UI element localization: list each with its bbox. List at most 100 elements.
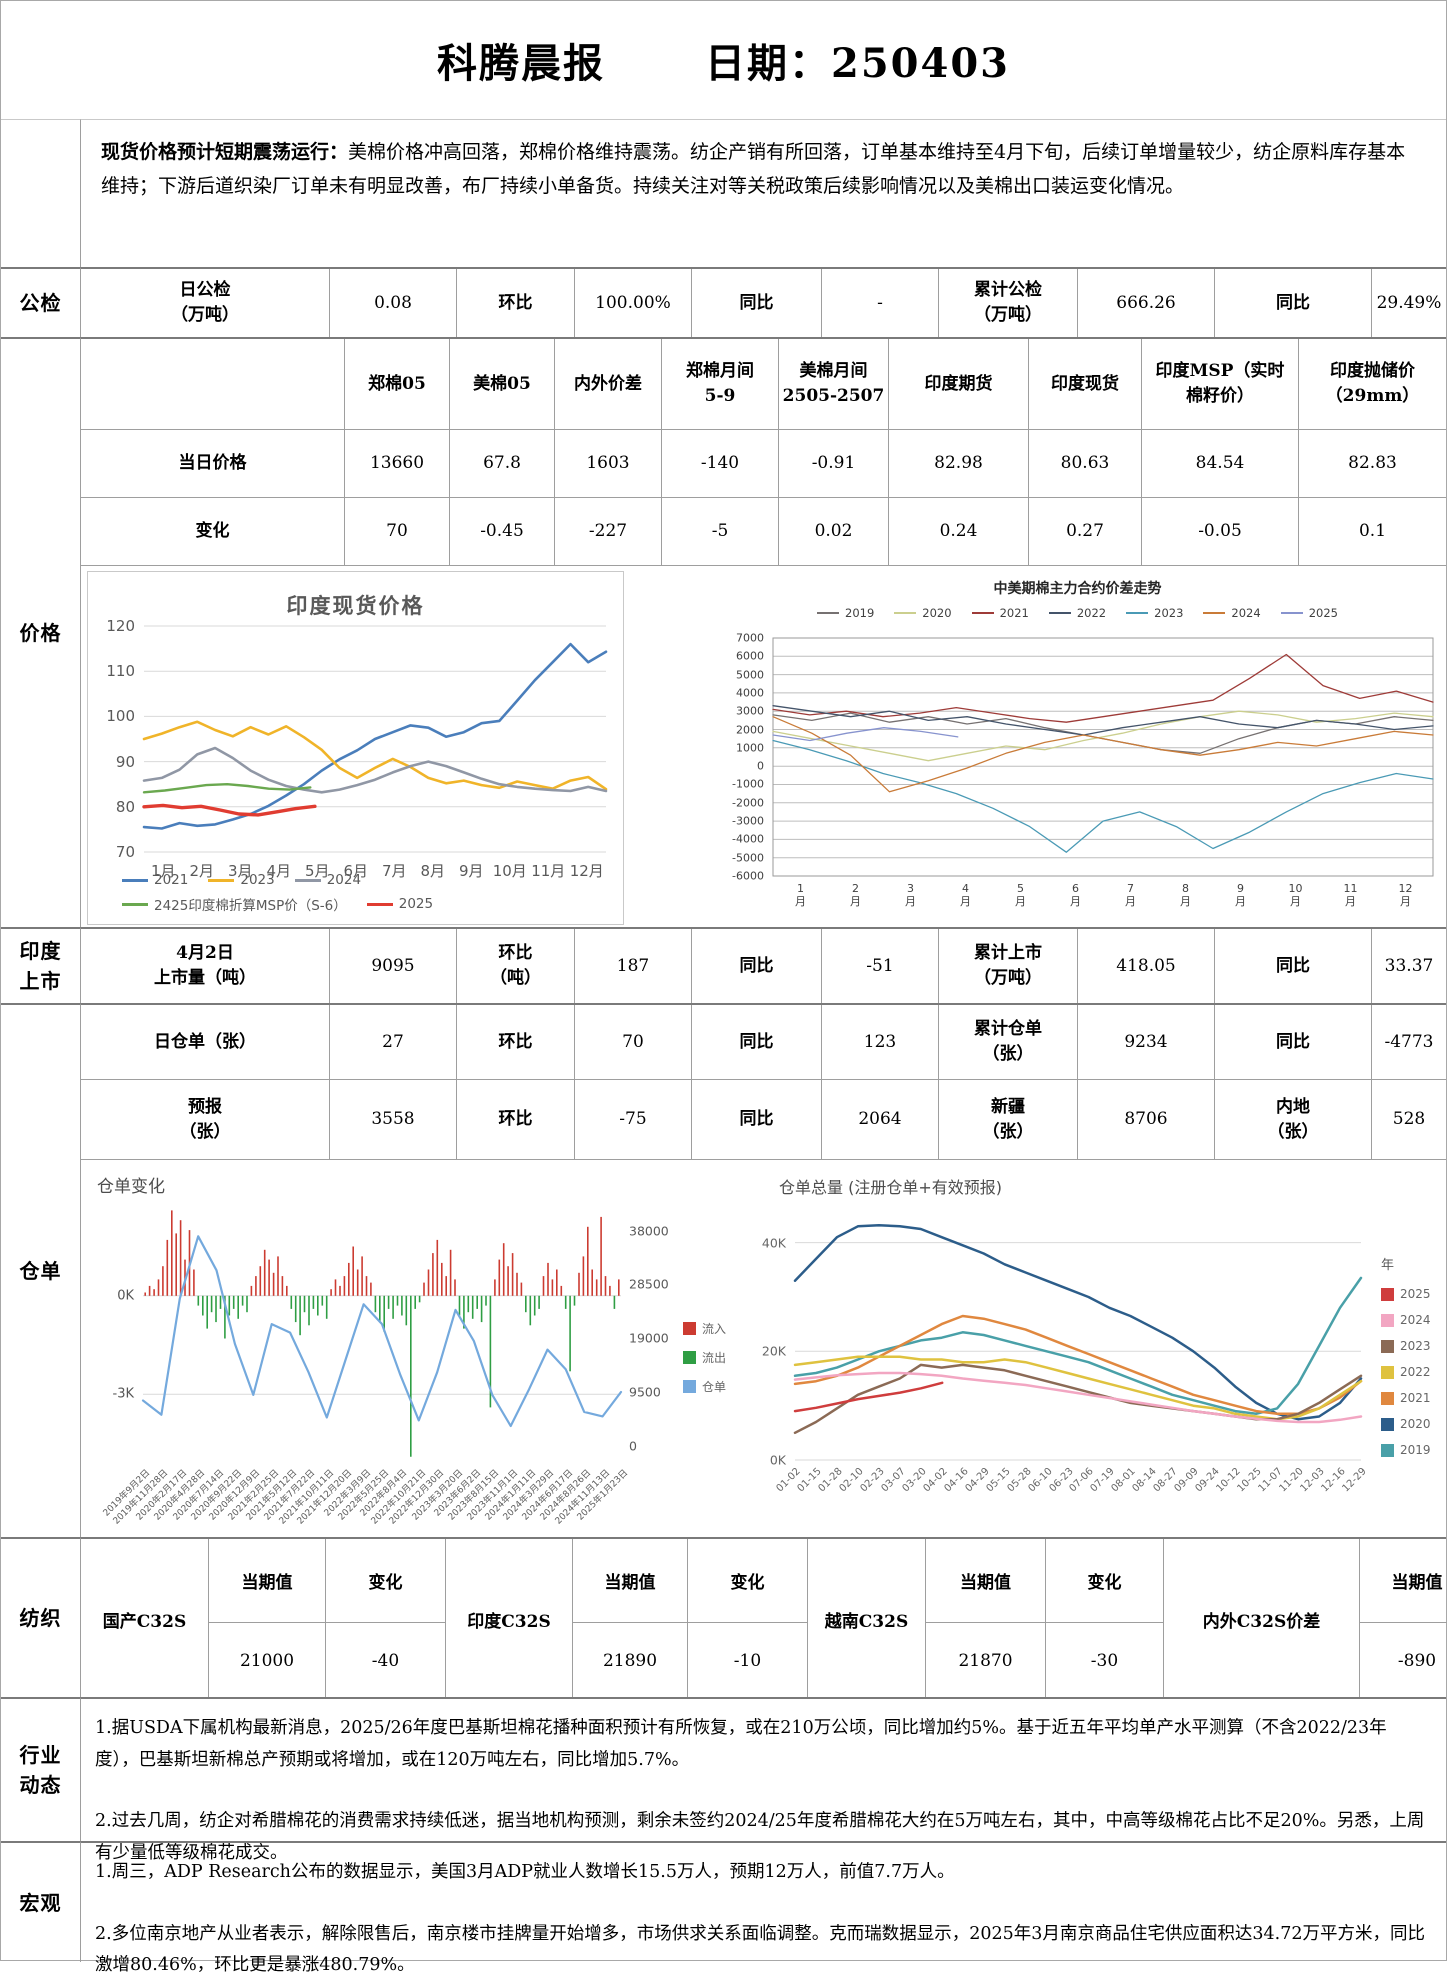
cell: -5 [661, 498, 778, 565]
warrant-row-1: 日仓单（张） 27 环比 70 同比 123 累计仓单 （张） 9234 同比 … [81, 1003, 1446, 1079]
price-change-row: 变化 70 -0.45 -227 -5 0.02 0.24 0.27 -0.05… [81, 497, 1446, 565]
legend-item: 2023 [1126, 606, 1183, 620]
legend-label: 2022 [1400, 1365, 1431, 1379]
cell: 187 [574, 929, 691, 1003]
cell: 0.27 [1028, 498, 1141, 565]
textile-header: 当期值 [208, 1539, 325, 1623]
cell: -4773 [1371, 1005, 1446, 1079]
warrant-charts-band: 仓单变化 0K -3K 38000 28500 19000 9500 0 2019年9月2日 2… [81, 1159, 1446, 1537]
legend-item: 2020 [894, 606, 952, 620]
cell: 70 [574, 1005, 691, 1079]
x-axis-label: 8月 [420, 862, 446, 880]
cell: 预报 （张） [179, 1096, 231, 1142]
chart-title: 仓单变化 [97, 1177, 165, 1197]
cell: 82.83 [1298, 430, 1446, 497]
cell: 印度MSP（实时 棉籽价） [1141, 339, 1298, 429]
legend-label: 2023 [1400, 1339, 1431, 1353]
axis-tick: 100 [106, 707, 135, 726]
legend-item: 2019 [1381, 1443, 1431, 1457]
legend-swatch [366, 902, 393, 906]
cell: 郑棉05 [344, 339, 449, 429]
cell: 100.00% [574, 269, 691, 337]
cell: 内外价差 [554, 339, 661, 429]
legend-item: 2025 [366, 896, 433, 912]
textile-value: 21000 [208, 1623, 325, 1699]
axis-tick: -5000 [732, 851, 764, 865]
section-label-industry: 行业 动态 [1, 1697, 81, 1841]
cell: 累计公检 （万吨） [938, 269, 1077, 337]
cell: 80.63 [1028, 430, 1141, 497]
section-label-macro: 宏观 [1, 1841, 81, 1962]
report-title: 科腾晨报 [437, 40, 605, 87]
report-date: 日期：250403 [705, 40, 1010, 87]
cell: 同比 [1214, 1005, 1371, 1079]
chart-legend: 2021 2023 2024 2425印度棉折算MSP价（S-6） 2025 [122, 872, 600, 914]
axis-tick: 0 [629, 1438, 637, 1454]
cell: 印度期货 [888, 339, 1028, 429]
axis-tick: -2000 [732, 796, 764, 810]
x-axis-label: 10月 [492, 862, 527, 880]
cell [81, 339, 344, 429]
industry-news: 1.据USDA下属机构最新消息，2025/26年度巴基斯坦棉花播种面积预计有所恢… [81, 1697, 1446, 1863]
legend-swatch [1203, 612, 1226, 614]
cell: 同比 [691, 269, 821, 337]
cell: 84.54 [1141, 430, 1298, 497]
x-axis-label: 5月 [304, 862, 330, 880]
cell: 2064 [821, 1080, 938, 1159]
chart-title: 中美期棉主力合约价差走势 [993, 581, 1162, 597]
x-axis-label: 3月 [227, 862, 253, 880]
cell: 13660 [344, 430, 449, 497]
cell: 67.8 [449, 430, 554, 497]
cell: -140 [661, 430, 778, 497]
legend-item: 2021 [1381, 1391, 1431, 1405]
legend-item: 2025 [1280, 606, 1338, 620]
legend-label: 2023 [1154, 606, 1184, 620]
warrant-total-plot [793, 1223, 1363, 1461]
cell: 内地 （张） [1214, 1080, 1371, 1159]
x-axis-label: 4月 [266, 862, 292, 880]
cell: 8706 [1077, 1080, 1214, 1159]
x-axis-label: 11月 [531, 862, 566, 880]
section-label-price: 价格 [1, 337, 81, 927]
summary-paragraph: 现货价格预计短期震荡运行：美棉价格冲高回落，郑棉价格维持震荡。纺企产销有所回落，… [81, 119, 1446, 267]
legend-label: 2020 [922, 606, 952, 620]
axis-tick: 110 [106, 662, 135, 681]
cell: 29.49% [1371, 269, 1446, 337]
legend-label: 2020 [1400, 1417, 1431, 1431]
legend-swatch [894, 612, 917, 614]
cell: 0.24 [888, 498, 1028, 565]
legend-swatch [971, 612, 994, 614]
textile-value: 21890 [572, 1623, 687, 1699]
legend-label: 仓单 [702, 1380, 727, 1394]
legend-item: 仓单 [683, 1378, 726, 1395]
cell: 变化 [195, 521, 230, 542]
cell: -0.91 [778, 430, 888, 497]
cell: 123 [821, 1005, 938, 1079]
legend-swatch [1381, 1287, 1394, 1301]
x-axis-label: 2月 [189, 862, 215, 880]
legend-swatch [294, 878, 321, 882]
cell: 4月2日 上市量（吨） [154, 943, 256, 988]
x-axis-label: 12月 [569, 862, 604, 880]
axis-tick: 0K [117, 1288, 134, 1304]
legend-item: 流入 [683, 1320, 726, 1337]
textile-header: 变化 [1045, 1539, 1163, 1623]
legend-item: 2024 [1203, 606, 1261, 620]
x-axis-label: 6月 [343, 862, 369, 880]
industry-item: 1.据USDA下属机构最新消息，2025/26年度巴基斯坦棉花播种面积预计有所恢… [95, 1718, 1387, 1770]
cell: 666.26 [1077, 269, 1214, 337]
cell: 印度抛储价 （29mm） [1298, 339, 1446, 429]
warrant-change-plot [141, 1210, 623, 1457]
section-label-gongjian: 公检 [1, 267, 81, 337]
cell: 累计上市 （万吨） [938, 929, 1077, 1003]
legend-swatch [1126, 612, 1149, 614]
axis-tick: -1000 [732, 777, 764, 791]
textile-table: 国产C32S 当期值 变化 21000 -40 印度C32S 当期值 变化 21… [81, 1537, 1447, 1699]
chart-title: 仓单总量 (注册仓单+有效预报) [779, 1178, 1002, 1197]
cell: 美棉05 [449, 339, 554, 429]
x-axis-label: 7月 [381, 862, 407, 880]
